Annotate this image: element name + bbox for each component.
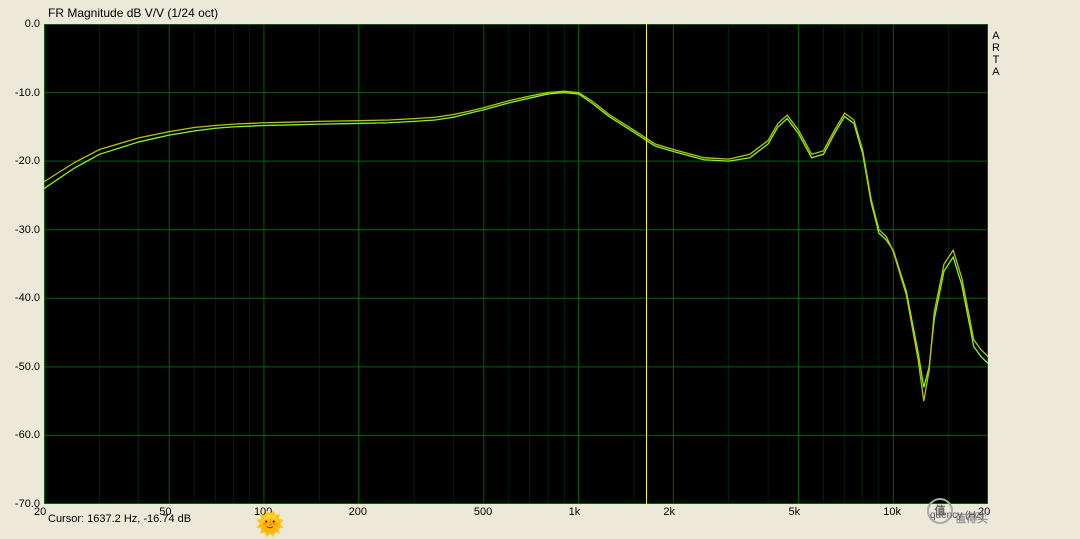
- y-tick-label: -50.0: [0, 361, 40, 373]
- y-tick-label: -10.0: [0, 87, 40, 99]
- x-tick-label: 20: [34, 506, 46, 518]
- y-tick-label: -40.0: [0, 292, 40, 304]
- y-tick-label: 0.0: [0, 18, 40, 30]
- cursor-readout: Cursor: 1637.2 Hz, -16.74 dB: [48, 513, 191, 525]
- x-tick-label: 5k: [789, 506, 801, 518]
- series: [44, 24, 988, 504]
- x-tick-label: 500: [474, 506, 492, 518]
- plot-area: [44, 24, 988, 504]
- cursor-line: [646, 24, 647, 504]
- y-tick-label: -60.0: [0, 429, 40, 441]
- x-tick-label: 1k: [569, 506, 581, 518]
- x-tick-label: 2k: [663, 506, 675, 518]
- y-tick-label: -20.0: [0, 155, 40, 167]
- y-tick-label: -30.0: [0, 224, 40, 236]
- sun-icon: 🌞: [255, 510, 285, 539]
- chart-title: FR Magnitude dB V/V (1/24 oct): [48, 6, 218, 20]
- arta-badge: ARTA: [992, 30, 1000, 78]
- x-tick-label: 10k: [883, 506, 901, 518]
- x-tick-label: 200: [349, 506, 367, 518]
- x-axis-fragment: quency (Hz): [930, 510, 984, 521]
